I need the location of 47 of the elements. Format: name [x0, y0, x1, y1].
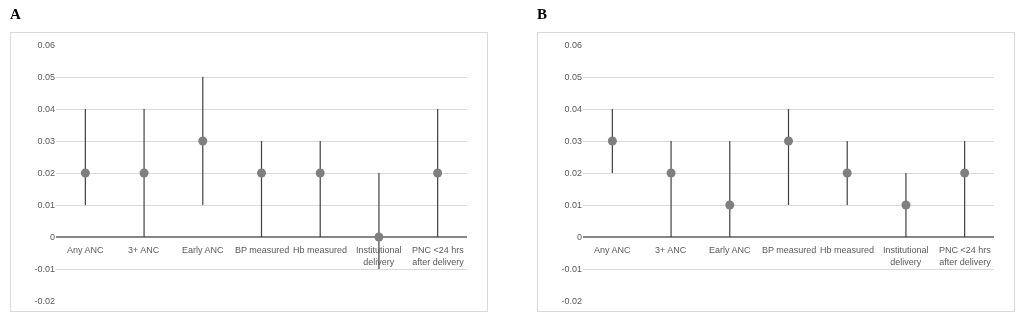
point	[842, 168, 852, 178]
point	[315, 168, 325, 178]
point	[725, 200, 735, 210]
point	[257, 168, 266, 178]
y-tick-label: 0.03	[37, 136, 55, 147]
y-tick-label: 0	[49, 232, 55, 243]
point	[374, 232, 384, 242]
x-tick-label: Early ANC	[182, 245, 225, 255]
x-tick-label: BP measured	[762, 245, 817, 255]
x-tick-label: Hb measured	[293, 245, 348, 255]
y-tick-label: 0.02	[37, 168, 55, 179]
point	[960, 168, 970, 178]
y-tick-label: 0	[576, 232, 582, 243]
x-tick-label: Early ANC	[709, 245, 752, 255]
y-tick-label: -0.01	[34, 264, 55, 275]
y-tick-label: -0.02	[561, 296, 582, 307]
point	[198, 136, 208, 146]
point	[433, 168, 443, 178]
y-tick-label: 0.01	[564, 200, 582, 211]
chart-title: A	[10, 6, 21, 23]
y-tick-label: 0.01	[37, 200, 55, 211]
x-tick-label: PNC <24 hrs after delivery	[412, 245, 465, 267]
point	[139, 168, 149, 178]
point	[901, 200, 911, 210]
y-tick-label: 0.04	[564, 104, 582, 115]
y-tick-label: 0.06	[564, 40, 582, 51]
point	[666, 168, 676, 178]
x-tick-label: 3+ ANC	[128, 245, 160, 255]
x-tick-label: Any ANC	[594, 245, 632, 255]
x-tick-label: 3+ ANC	[655, 245, 687, 255]
point	[784, 136, 793, 146]
x-tick-label: BP measured	[235, 245, 290, 255]
x-tick-label: Any ANC	[67, 245, 105, 255]
y-tick-label: 0.02	[564, 168, 582, 179]
y-tick-label: 0.05	[37, 72, 55, 83]
chart-title: B	[537, 6, 548, 23]
y-tick-label: 0.05	[564, 72, 582, 83]
x-tick-label: PNC <24 hrs after delivery	[939, 245, 992, 267]
x-tick-label: Institutional delivery	[883, 245, 929, 267]
y-tick-label: 0.03	[564, 136, 582, 147]
point	[80, 168, 90, 178]
y-tick-label: -0.01	[561, 264, 582, 275]
y-tick-label: 0.06	[37, 40, 55, 51]
y-tick-label: 0.04	[37, 104, 55, 115]
point	[607, 136, 617, 146]
x-tick-label: Hb measured	[820, 245, 875, 255]
y-tick-label: -0.02	[34, 296, 55, 307]
